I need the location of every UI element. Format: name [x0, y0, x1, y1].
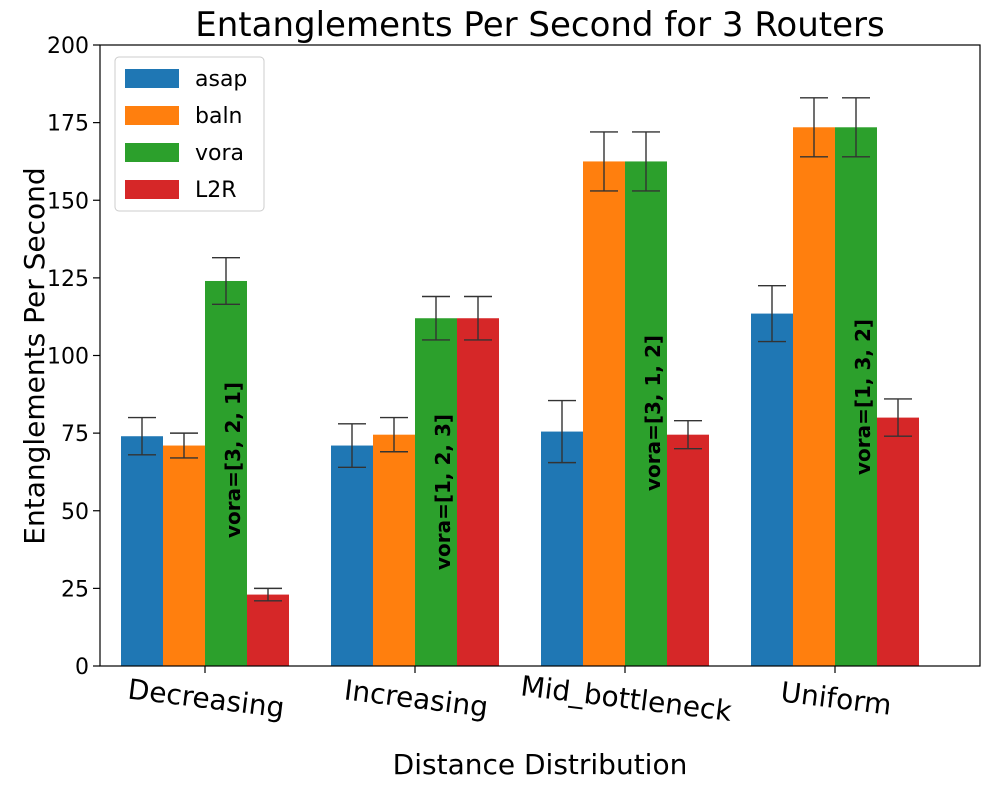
bar-asap-increasing: [331, 445, 373, 666]
legend-swatch-vora: [125, 143, 179, 162]
y-tick-label: 50: [61, 500, 89, 525]
bar-vora-decreasing: [205, 280, 247, 666]
y-tick-label: 0: [75, 655, 89, 680]
x-tick-label: Mid_bottleneck: [519, 669, 734, 728]
x-tick-label: Decreasing: [126, 673, 286, 725]
annotation-increasing: vora=[1, 2, 3]: [431, 414, 455, 570]
bar-asap-uniform: [751, 313, 793, 666]
legend-swatch-asap: [125, 69, 179, 88]
x-tick-label: Uniform: [779, 675, 894, 721]
legend-swatch-L2R: [125, 180, 179, 199]
bar-baln-increasing: [373, 434, 415, 666]
y-tick-label: 75: [61, 422, 89, 447]
bar-L2R-uniform: [877, 417, 919, 666]
legend-swatch-baln: [125, 106, 179, 125]
legend-label-L2R: L2R: [195, 178, 237, 203]
bar-asap-mid_bottleneck: [541, 431, 583, 666]
y-tick-label: 200: [47, 34, 89, 59]
y-tick-label: 125: [47, 267, 89, 292]
bar-baln-uniform: [793, 127, 835, 667]
legend-label-vora: vora: [195, 141, 244, 166]
y-tick-label: 25: [61, 577, 89, 602]
bar-asap-decreasing: [121, 436, 163, 666]
legend: asap baln vora L2R: [114, 56, 265, 212]
legend-frame: [114, 56, 265, 212]
y-tick-label: 175: [47, 112, 89, 137]
bar-vora-increasing: [415, 318, 457, 666]
x-axis-label: Distance Distribution: [393, 748, 688, 781]
annotation-mid_bottleneck: vora=[3, 1, 2]: [641, 335, 665, 491]
y-tick-label: 150: [47, 189, 89, 214]
legend-label-asap: asap: [195, 67, 247, 92]
bar-L2R-increasing: [457, 318, 499, 666]
x-tick-label: Increasing: [342, 673, 490, 723]
bar-vora-uniform: [835, 127, 877, 667]
bar-L2R-decreasing: [247, 594, 289, 666]
legend-label-baln: baln: [195, 104, 243, 129]
bar-vora-mid_bottleneck: [625, 161, 667, 666]
bar-baln-decreasing: [163, 445, 205, 666]
y-axis-label: Entanglements Per Second: [18, 167, 51, 544]
annotation-uniform: vora=[1, 3, 2]: [851, 319, 875, 475]
bar-L2R-mid_bottleneck: [667, 434, 709, 666]
bar-baln-mid_bottleneck: [583, 161, 625, 666]
y-tick-label: 100: [47, 345, 89, 370]
annotation-decreasing: vora=[3, 2, 1]: [221, 382, 245, 538]
chart-title: Entanglements Per Second for 3 Routers: [195, 5, 884, 45]
